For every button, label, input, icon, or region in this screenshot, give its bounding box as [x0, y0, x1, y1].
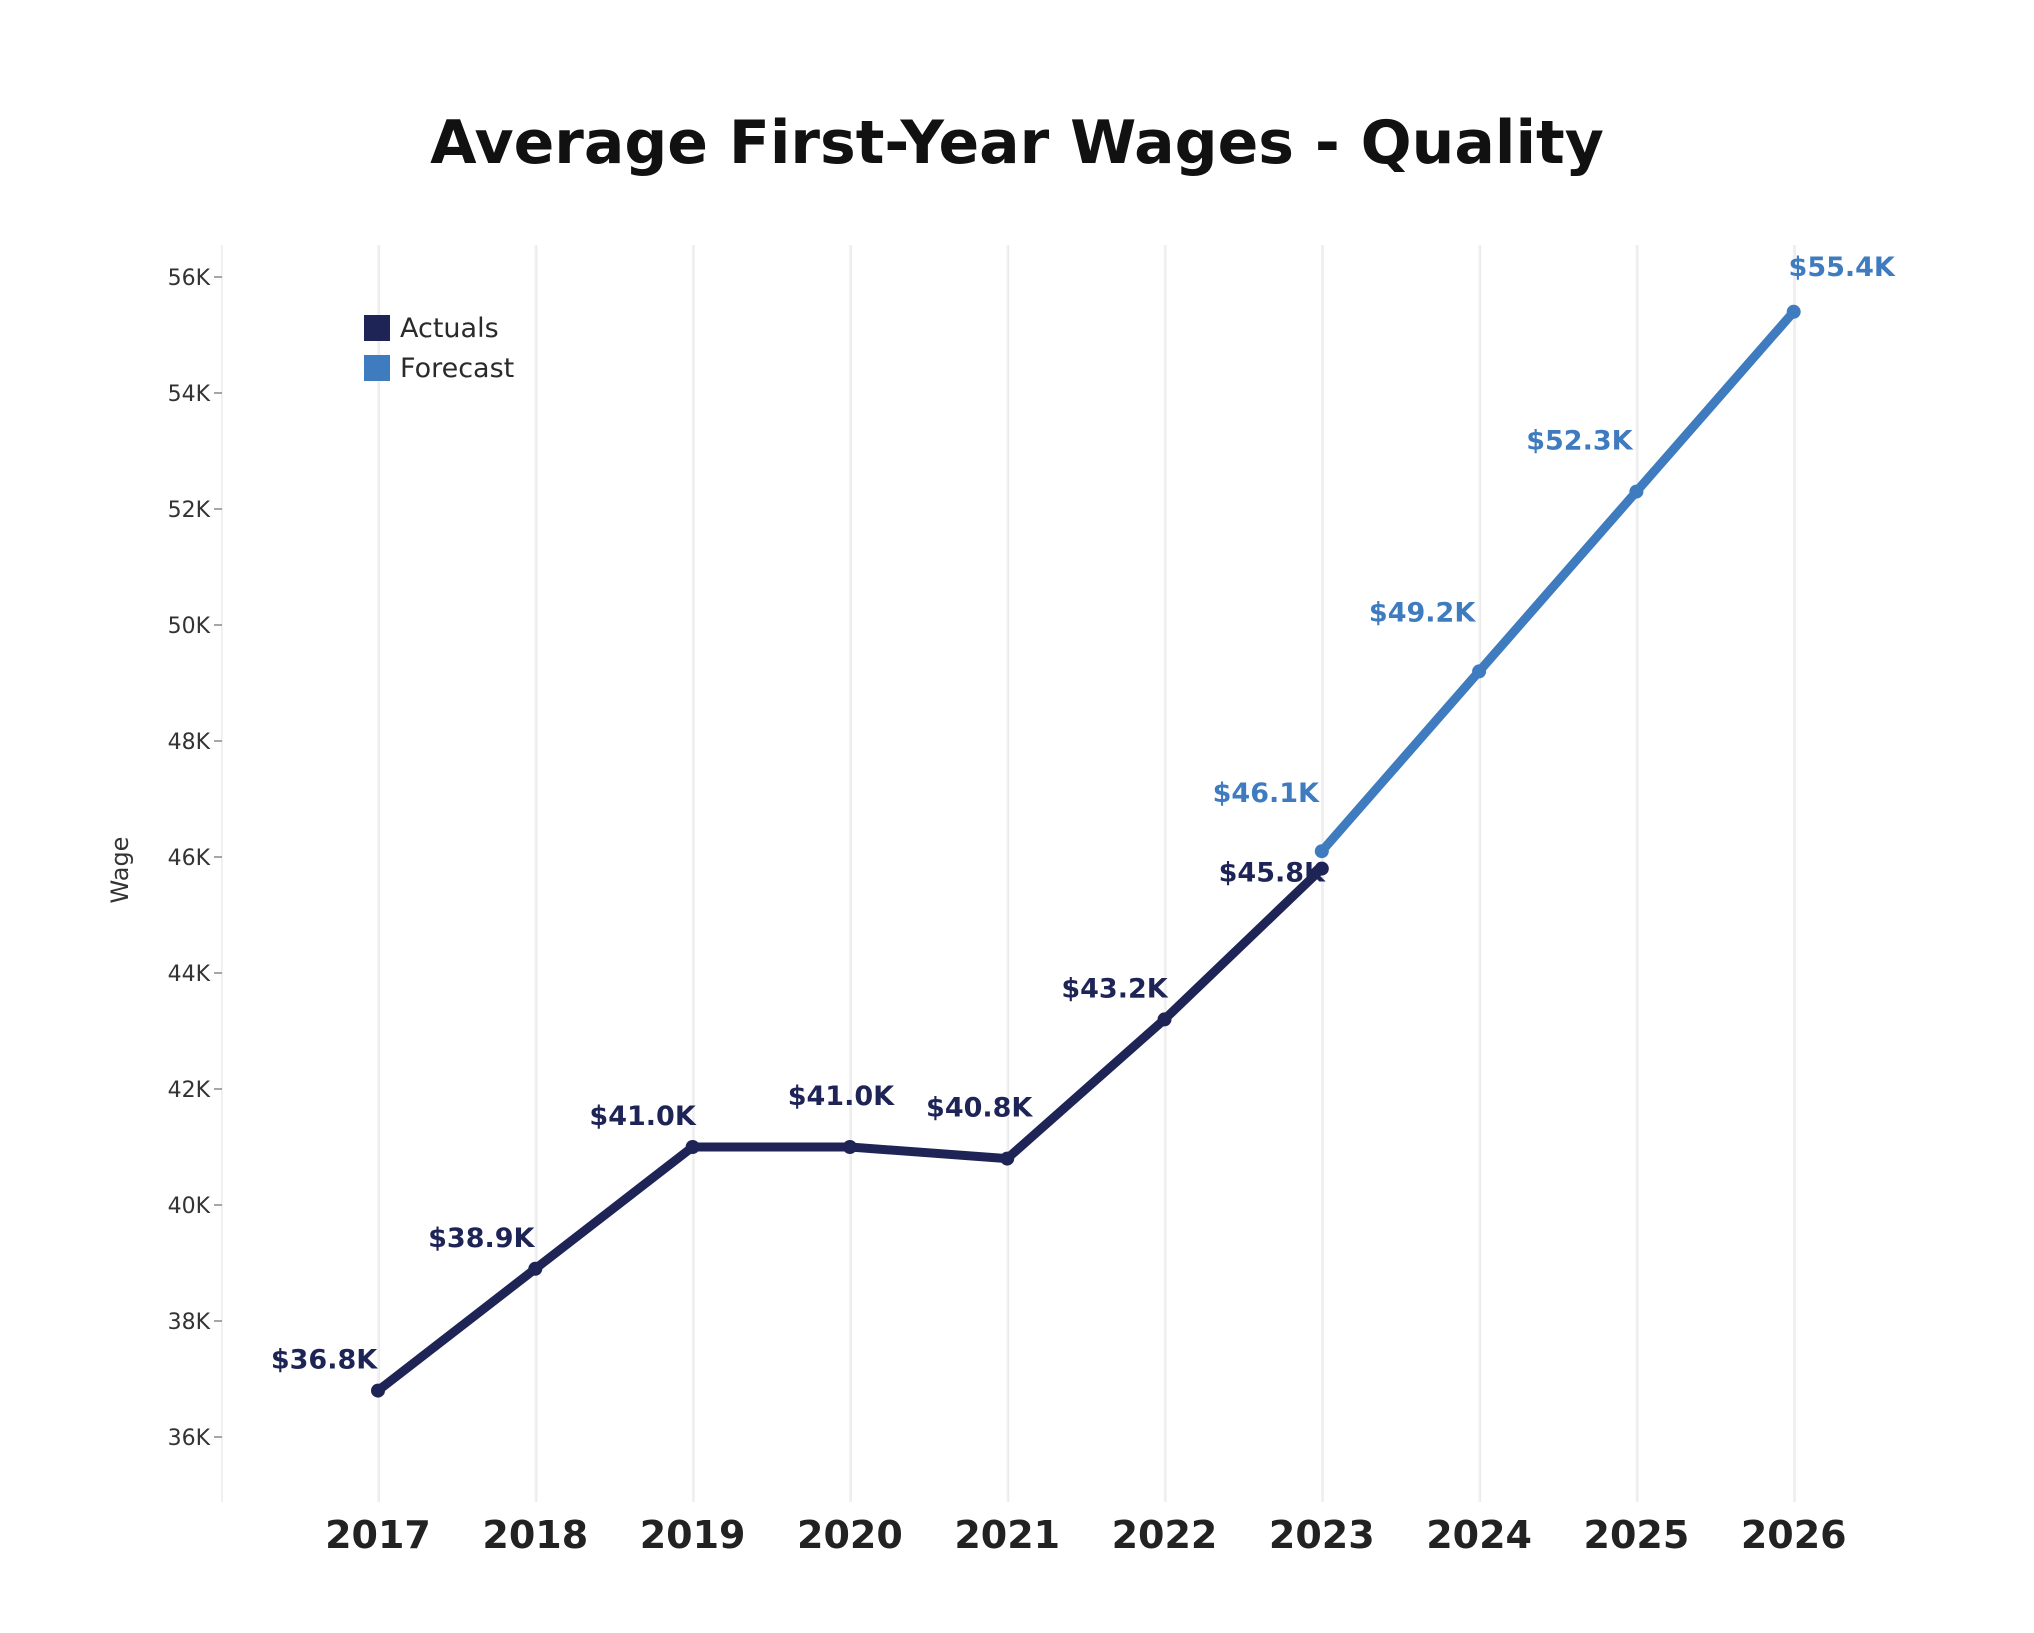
y-tick-label: 40K	[168, 1194, 211, 1219]
y-axis: 36K 38K 40K 42K 44K 46K 48K 50K 52K 54K 56K	[168, 266, 222, 1451]
series	[371, 304, 1801, 1398]
chart-title: Average First-Year Wages - Quality	[430, 108, 1604, 178]
data-point-forecast	[1786, 304, 1801, 319]
data-label-actuals: $38.9K	[428, 1223, 535, 1254]
y-tick-label: 38K	[168, 1310, 211, 1335]
data-label-actuals: $43.2K	[1061, 973, 1168, 1004]
y-tick-label: 48K	[168, 730, 211, 755]
data-label-actuals: $41.0K	[788, 1081, 895, 1112]
y-tick-label: 50K	[168, 614, 211, 639]
x-tick-label: 2019	[640, 1513, 746, 1557]
data-point-actuals	[528, 1261, 543, 1276]
x-tick-label: 2023	[1269, 1513, 1375, 1557]
y-tick-label: 52K	[168, 498, 211, 523]
x-tick-label: 2024	[1426, 1513, 1532, 1557]
data-point-actuals	[1000, 1151, 1015, 1166]
y-tick-label: 42K	[168, 1078, 211, 1103]
y-tick-label: 54K	[168, 382, 211, 407]
data-point-actuals	[685, 1140, 700, 1154]
y-axis-label: Wage	[106, 837, 134, 904]
data-point-actuals	[842, 1140, 857, 1154]
data-point-actuals	[1314, 861, 1329, 876]
data-point-forecast	[1472, 664, 1487, 679]
x-tick-label: 2021	[954, 1513, 1060, 1557]
data-point-forecast	[1629, 484, 1644, 499]
x-tick-label: 2025	[1584, 1513, 1690, 1557]
x-tick-label: 2017	[325, 1513, 431, 1557]
legend-swatch-actuals	[364, 315, 390, 341]
legend-swatch-forecast	[364, 355, 390, 381]
data-point-actuals	[371, 1383, 385, 1398]
y-tick-label: 44K	[168, 962, 211, 987]
y-tick-label: 56K	[168, 266, 211, 291]
data-label-actuals: $40.8K	[926, 1093, 1033, 1124]
x-tick-label: 2018	[482, 1513, 588, 1557]
x-tick-label: 2026	[1741, 1513, 1847, 1557]
x-tick-label: 2022	[1112, 1513, 1218, 1557]
data-label-forecast: $46.1K	[1213, 778, 1320, 809]
y-tick-label: 46K	[168, 846, 211, 871]
legend-label-forecast: Forecast	[400, 353, 514, 384]
x-tick-label: 2020	[797, 1513, 903, 1557]
legend: Actuals Forecast	[364, 313, 514, 384]
data-label-actuals: $41.0K	[589, 1101, 696, 1132]
data-point-actuals	[1157, 1012, 1172, 1027]
y-tick-label: 36K	[168, 1426, 211, 1451]
data-label-forecast: $55.4K	[1789, 252, 1896, 283]
x-axis: 2017 2018 2019 2020 2021 2022 2023 2024 2025 2026	[325, 1513, 1846, 1557]
data-label-actuals: $36.8K	[271, 1345, 378, 1376]
data-point-forecast	[1314, 844, 1329, 859]
legend-label-actuals: Actuals	[400, 313, 499, 344]
series-line-forecast	[1317, 307, 1799, 856]
data-label-actuals: $45.8K	[1219, 858, 1326, 889]
data-label-forecast: $52.3K	[1526, 426, 1633, 457]
data-label-forecast: $49.2K	[1369, 597, 1476, 628]
data-labels: $36.8K $38.9K $41.0K $41.0K $40.8K $43.2K $45.…	[271, 252, 1896, 1376]
